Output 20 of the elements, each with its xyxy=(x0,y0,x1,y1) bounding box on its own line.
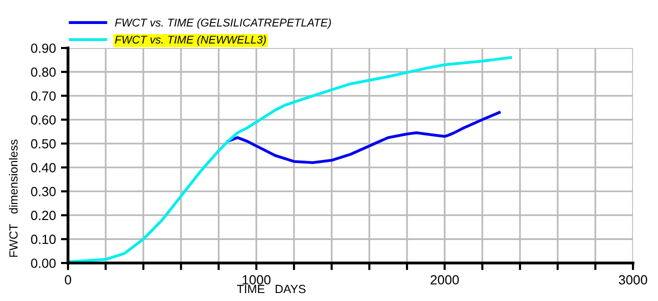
x-tick-label: 1000 xyxy=(242,275,270,284)
y-tick-label: 0.80 xyxy=(31,67,56,77)
x-axis-title: TIME DAYS xyxy=(237,284,306,294)
y-tick-label: 0.30 xyxy=(31,186,56,196)
y-tick-label: 0.40 xyxy=(31,163,56,172)
y-axis-title: FWCT dimensionless xyxy=(8,140,18,257)
y-tick-label: 0.20 xyxy=(31,210,56,220)
y-tick-label: 0.50 xyxy=(31,139,56,148)
y-tick-label: 0.70 xyxy=(31,91,56,101)
legend-label: FWCT vs. TIME (NEWWELL3) xyxy=(115,35,266,46)
y-tick-label: 0.90 xyxy=(31,44,56,53)
x-tick-label: 2000 xyxy=(430,275,459,284)
x-tick-label: 0 xyxy=(64,275,72,284)
line-series xyxy=(226,111,501,164)
y-tick-label: 0.10 xyxy=(31,234,56,244)
x-tick-label: 3000 xyxy=(618,275,648,284)
line-series xyxy=(68,56,512,263)
legend-label: FWCT vs. TIME (GELSILICATREPETLATE) xyxy=(115,18,331,29)
y-tick-label: 0.00 xyxy=(31,258,56,268)
y-tick-label: 0.60 xyxy=(31,115,56,125)
